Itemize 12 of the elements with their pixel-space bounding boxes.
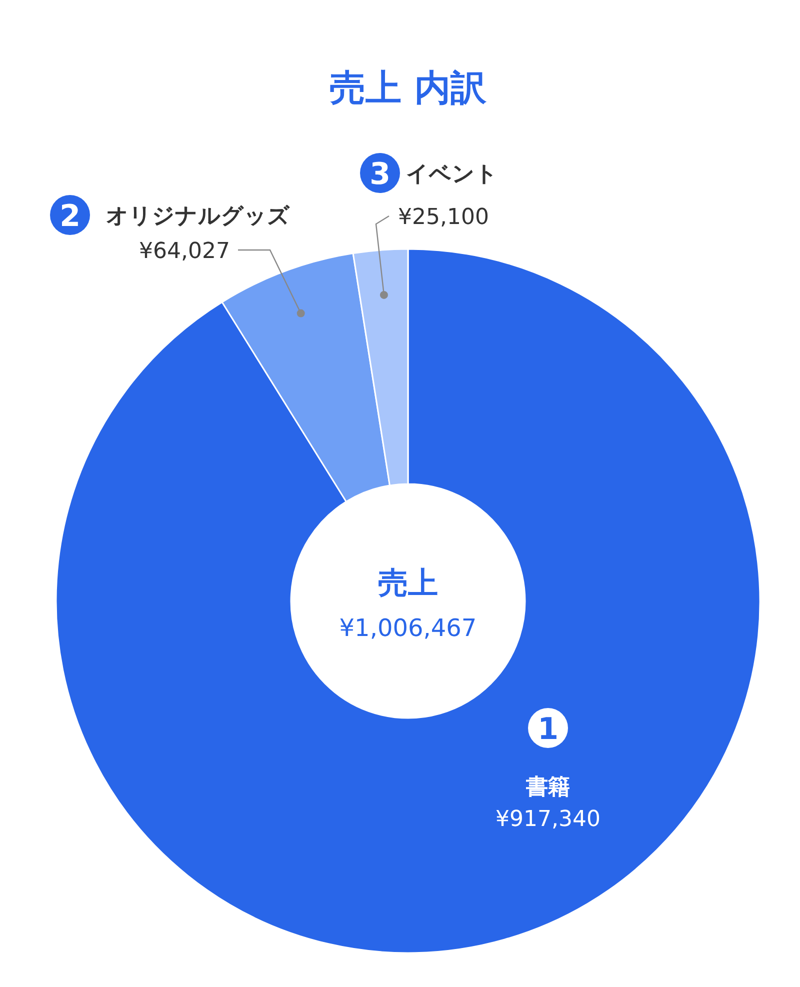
data-label: ¥64,027	[139, 239, 230, 264]
data-label: ¥917,340	[496, 807, 600, 832]
data-label: ¥25,100	[398, 205, 489, 230]
text: 1	[538, 712, 558, 747]
text: 売上	[378, 566, 438, 601]
slice-label: 書籍	[525, 775, 570, 800]
text: 2	[60, 199, 80, 234]
text: ¥1,006,467	[339, 614, 477, 642]
slice-label: イベント	[406, 162, 498, 187]
slice-label: オリジナルグッズ	[106, 204, 290, 229]
chart-title: 売上 内訳	[330, 68, 488, 109]
text: 3	[370, 157, 390, 192]
